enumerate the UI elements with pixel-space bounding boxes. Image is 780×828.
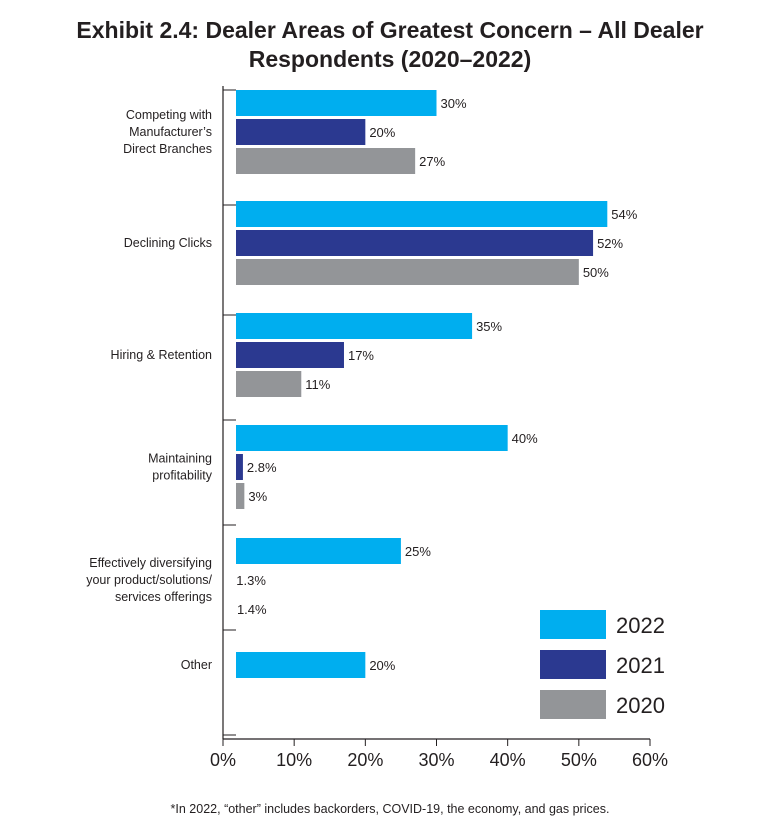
legend-swatch-2020 bbox=[540, 690, 606, 719]
bar-2021 bbox=[236, 119, 366, 145]
chart-title: Exhibit 2.4: Dealer Areas of Greatest Co… bbox=[0, 16, 780, 74]
legend-swatch-2022 bbox=[540, 610, 606, 639]
category-label: Manufacturer’s bbox=[129, 125, 212, 139]
x-tick-label: 10% bbox=[276, 750, 312, 770]
data-label: 27% bbox=[419, 154, 445, 169]
x-tick-label: 40% bbox=[490, 750, 526, 770]
data-label: 20% bbox=[369, 125, 395, 140]
legend-label-2021: 2021 bbox=[616, 653, 665, 678]
data-label: 50% bbox=[583, 265, 609, 280]
bar-2021 bbox=[236, 342, 344, 368]
chart-title-line-2: Respondents (2020–2022) bbox=[248, 46, 532, 72]
footnote: *In 2022, “other” includes backorders, C… bbox=[170, 802, 610, 816]
category-label: Direct Branches bbox=[123, 142, 212, 156]
data-label: 1.4% bbox=[237, 602, 267, 617]
data-label: 52% bbox=[597, 236, 623, 251]
x-tick-label: 30% bbox=[418, 750, 454, 770]
bar-2020 bbox=[236, 259, 579, 285]
legend-swatch-2021 bbox=[540, 650, 606, 679]
data-label: 2.8% bbox=[247, 460, 277, 475]
data-label: 54% bbox=[611, 207, 637, 222]
data-label: 35% bbox=[476, 319, 502, 334]
bar-2022 bbox=[236, 425, 508, 451]
x-tick-label: 0% bbox=[210, 750, 236, 770]
bar-2022 bbox=[236, 90, 437, 116]
data-label: 40% bbox=[512, 431, 538, 446]
legend-label-2022: 2022 bbox=[616, 613, 665, 638]
category-label: Declining Clicks bbox=[124, 236, 212, 250]
chart-title-line-1: Exhibit 2.4: Dealer Areas of Greatest Co… bbox=[76, 17, 704, 43]
x-tick-label: 50% bbox=[561, 750, 597, 770]
legend-label-2020: 2020 bbox=[616, 693, 665, 718]
bar-2022 bbox=[236, 652, 366, 678]
data-label: 3% bbox=[248, 489, 267, 504]
data-label: 11% bbox=[305, 377, 330, 392]
bar-2020 bbox=[236, 483, 245, 509]
data-label: 20% bbox=[369, 658, 395, 673]
x-tick-label: 60% bbox=[632, 750, 668, 770]
category-label: Hiring & Retention bbox=[111, 348, 212, 362]
bar-2022 bbox=[236, 313, 473, 339]
category-label: Effectively diversifying bbox=[89, 556, 212, 570]
category-label: Competing with bbox=[126, 108, 212, 122]
x-tick-label: 20% bbox=[347, 750, 383, 770]
category-label: your product/solutions/ bbox=[86, 573, 212, 587]
data-label: 1.3% bbox=[236, 573, 266, 588]
bar-chart: 0% 10% 20% 30% 40% 50% 60% 30% 20% 27% Competing w… bbox=[86, 86, 668, 770]
bar-2021 bbox=[236, 454, 243, 480]
category-label: profitability bbox=[152, 469, 212, 483]
bar-2021 bbox=[236, 230, 594, 256]
bar-2020 bbox=[236, 371, 302, 397]
data-label: 17% bbox=[348, 348, 374, 363]
bar-2022 bbox=[236, 538, 401, 564]
category-label: services offerings bbox=[115, 590, 212, 604]
category-label: Other bbox=[181, 658, 212, 672]
bar-2020 bbox=[236, 148, 416, 174]
data-label: 25% bbox=[405, 544, 431, 559]
category-label: Maintaining bbox=[148, 452, 212, 466]
data-label: 30% bbox=[441, 96, 467, 111]
bar-2022 bbox=[236, 201, 608, 227]
